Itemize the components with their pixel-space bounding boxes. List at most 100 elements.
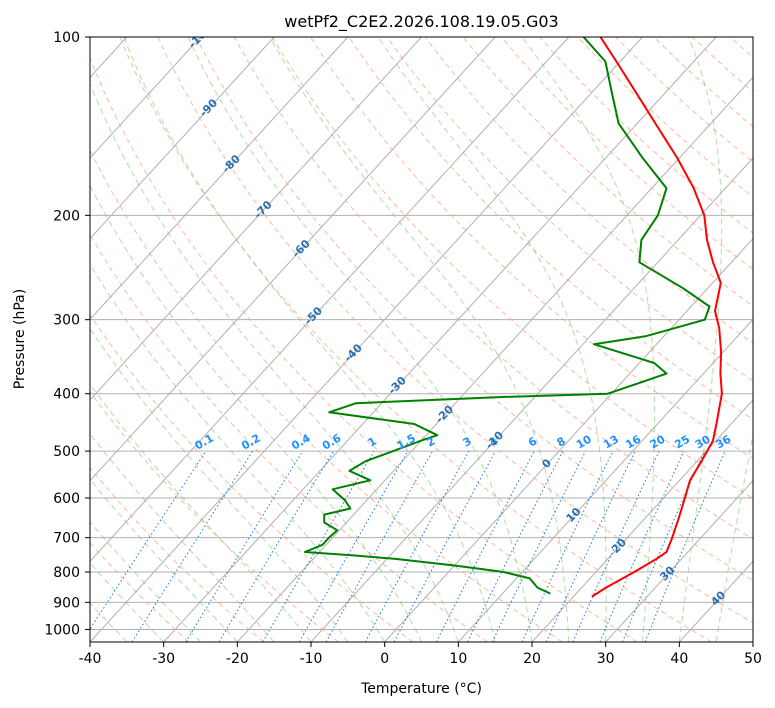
moist-adiabat <box>377 37 607 642</box>
background-grid <box>90 37 775 642</box>
mixing-ratio-label: 20 <box>648 432 668 451</box>
y-tick-label: 100 <box>53 30 80 46</box>
mixing-ratio-line <box>185 450 304 642</box>
dewpoint-trace <box>303 37 711 595</box>
mixing-ratio-line <box>435 450 535 642</box>
plot-frame <box>89 36 754 643</box>
mixing-ratio-line <box>393 450 496 642</box>
x-tick-label: -10 <box>300 651 323 667</box>
y-tick-label: 900 <box>53 595 80 611</box>
moist-adiabat <box>90 521 201 642</box>
axis-ticks: -40 -30 -20 -10 0 10 20 30 40 50 100 200 300 400 500 60… <box>44 30 762 667</box>
mixing-ratio-line <box>325 450 434 642</box>
dry-adiabat <box>90 391 339 642</box>
dry-adiabat <box>90 542 190 642</box>
moist-adiabat <box>715 431 753 642</box>
isotherm <box>90 37 496 482</box>
y-tick-label: 400 <box>53 387 80 403</box>
isotherm <box>678 560 753 642</box>
dry-adiabat <box>386 37 753 382</box>
isotherm <box>90 37 275 240</box>
x-tick-label: -30 <box>152 651 175 667</box>
y-tick-label: 1000 <box>44 622 80 638</box>
x-axis-label: Temperature (°C) <box>360 681 482 697</box>
dry-adiabat <box>90 233 488 642</box>
x-tick-label: -40 <box>79 651 102 667</box>
y-tick-label: 200 <box>53 208 80 224</box>
dry-adiabat <box>424 37 753 344</box>
isotherm <box>457 318 753 642</box>
mixing-ratio-line <box>644 450 726 642</box>
mixing-ratio-label: 8 <box>555 435 568 450</box>
y-tick-label: 700 <box>53 531 80 547</box>
moist-adiabat <box>90 82 459 642</box>
isotherm <box>752 641 753 642</box>
isotherm <box>384 237 753 642</box>
moist-adiabat <box>521 37 656 642</box>
y-tick-label: 800 <box>53 565 80 581</box>
moist-adiabat <box>269 37 570 642</box>
y-axis-label: Pressure (hPa) <box>12 289 28 389</box>
dry-adiabat <box>653 37 753 128</box>
dry-adiabat <box>348 37 753 421</box>
mixing-ratio-label: 3 <box>461 435 474 450</box>
moist-adiabat <box>187 37 533 642</box>
dry-adiabat <box>577 37 753 198</box>
mixing-ratio-line <box>572 450 660 642</box>
x-tick-label: 20 <box>523 651 541 667</box>
x-tick-label: -20 <box>226 651 249 667</box>
dry-adiabat <box>769 37 775 642</box>
mixing-ratio-label: 10 <box>574 432 594 451</box>
y-tick-label: 500 <box>53 444 80 460</box>
moist-adiabat <box>90 383 312 642</box>
mixing-ratio-label: 30 <box>693 432 713 451</box>
isotherm <box>90 37 201 159</box>
mixing-ratio-line <box>491 450 587 642</box>
mixing-ratio-label: 0.2 <box>239 432 262 453</box>
moist-adiabat <box>123 37 496 642</box>
isotherm <box>236 76 753 642</box>
mixing-ratio-label: 1 <box>366 435 379 450</box>
x-tick-label: 30 <box>597 651 615 667</box>
x-tick-label: 40 <box>670 651 688 667</box>
dry-adiabat <box>272 37 753 500</box>
moist-adiabat <box>90 263 386 642</box>
mixing-ratio-line <box>364 450 470 642</box>
y-tick-label: 600 <box>53 491 80 507</box>
dry-adiabat <box>615 37 753 163</box>
mixing-ratio-line <box>599 450 685 642</box>
mixing-ratio-line <box>467 450 564 642</box>
chart-title: wetPf2_C2E2.2026.108.19.05.G03 <box>284 12 558 32</box>
dry-adiabat <box>233 37 753 540</box>
x-tick-label: 50 <box>744 651 762 667</box>
sounding-traces <box>303 37 723 598</box>
mixing-ratio-label: 36 <box>714 432 734 451</box>
isotherm <box>90 37 643 642</box>
mixing-ratio-label: 13 <box>601 433 621 452</box>
dry-adiabat <box>90 313 414 642</box>
moist-adiabat <box>90 184 422 642</box>
mixing-ratio-line <box>90 450 207 631</box>
dry-adiabat <box>90 466 264 642</box>
x-tick-label: 10 <box>449 651 467 667</box>
dry-adiabat <box>195 37 753 582</box>
isotherm <box>163 37 717 642</box>
isotherm <box>90 37 349 321</box>
moist-adiabat <box>90 478 238 642</box>
moist-adiabat <box>678 37 723 642</box>
y-tick-label: 300 <box>53 313 80 329</box>
isotherm <box>605 479 753 642</box>
isotherm <box>531 399 753 642</box>
mixing-ratio-label: 25 <box>672 433 692 452</box>
mixing-ratio-label: 16 <box>623 432 643 451</box>
dry-adiabat <box>90 57 638 642</box>
mixing-ratio-label: 0.4 <box>289 431 313 452</box>
moist-adiabat <box>90 327 349 642</box>
x-tick-label: 0 <box>380 651 389 667</box>
isotherm <box>310 157 753 642</box>
dry-adiabat <box>157 37 753 624</box>
isotherm <box>90 37 422 401</box>
dry-adiabat <box>90 149 563 642</box>
isotherm <box>90 37 570 563</box>
